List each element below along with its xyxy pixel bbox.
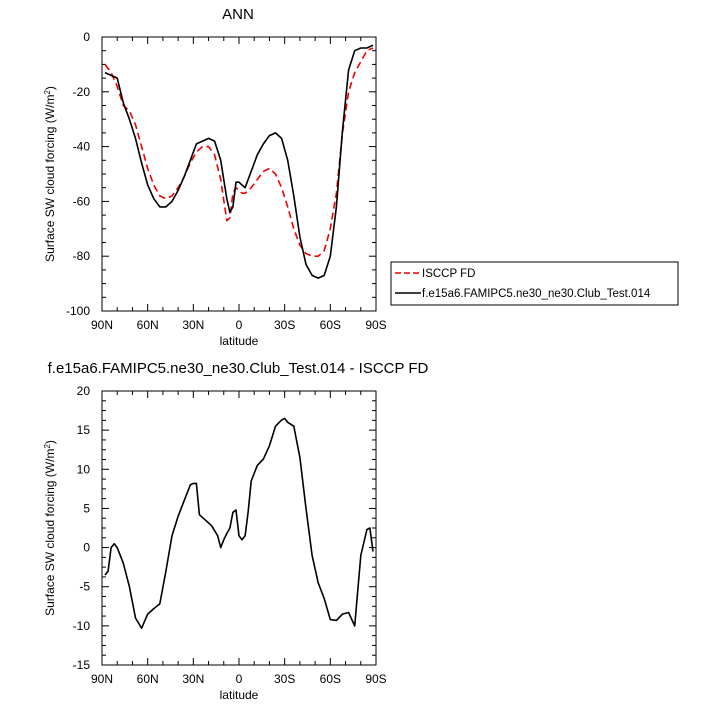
x-tick-label: 60S [320, 318, 341, 332]
y-tick-label: 10 [77, 462, 91, 476]
x-axis-label: latitude [220, 334, 259, 348]
x-tick-label: 90N [91, 318, 113, 332]
series-line-model [104, 417, 374, 630]
x-tick-label: 60N [137, 672, 159, 686]
y-tick-label: -100 [66, 304, 90, 318]
x-tick-label: 30N [182, 672, 204, 686]
y-tick-label: -15 [73, 658, 91, 672]
y-tick-label: -10 [73, 619, 91, 633]
x-axis-label: latitude [220, 688, 259, 702]
y-axis-label: Surface SW cloud forcing (W/m2) [43, 440, 58, 616]
chart-title: ANN [222, 6, 254, 23]
x-tick-label: 30S [274, 672, 295, 686]
y-axis-label-text: Surface SW cloud forcing (W/m [43, 95, 57, 262]
y-tick-label: -80 [73, 249, 91, 263]
y-tick-label: 5 [83, 501, 90, 515]
plot-frame [101, 36, 377, 312]
y-tick-label: 0 [83, 541, 90, 555]
y-tick-label: -60 [73, 194, 91, 208]
y-axis-label-superscript: 2 [43, 90, 52, 95]
legend: ISCCP FD f.e15a6.FAMIPC5.ne30_ne30.Club_T… [390, 261, 679, 306]
y-axis-label: Surface SW cloud forcing (W/m2) [43, 86, 58, 262]
y-tick-label: 20 [77, 384, 91, 398]
legend-label: ISCCP FD [422, 268, 475, 280]
x-tick-label: 90N [91, 672, 113, 686]
plot-area: 90N 60N 30N 0 30S 60S 90S 20 15 10 5 0 -5 -10 -15 latit… [43, 384, 387, 702]
y-tick-label: -40 [73, 140, 91, 154]
x-tick-label: 0 [236, 318, 243, 332]
series-line-isccp [104, 47, 374, 258]
x-tick-label: 30S [274, 318, 295, 332]
x-tick-label: 90S [365, 672, 386, 686]
chart-panel-ann: ANN 90N 60N 30N 0 30S 60S 90S 0 -20 -40 -60 -80 -100… [43, 6, 387, 348]
chart-panel-difference: f.e15a6.FAMIPC5.ne30_ne30.Club_Test.014 … [43, 360, 429, 702]
plot-area: 90N 60N 30N 0 30S 60S 90S 0 -20 -40 -60 -80 -100 lati… [43, 30, 387, 348]
y-tick-label: -5 [79, 580, 90, 594]
legend-label: f.e15a6.FAMIPC5.ne30_ne30.Club_Test.014 [422, 288, 651, 300]
y-axis-label-end: ) [43, 86, 57, 90]
x-tick-label: 60N [137, 318, 159, 332]
x-tick-label: 90S [365, 318, 386, 332]
y-tick-label: -20 [73, 85, 91, 99]
series-line-model [104, 44, 374, 279]
y-axis-label-end: ) [43, 440, 57, 444]
x-tick-label: 60S [320, 672, 341, 686]
legend-box [390, 261, 679, 306]
chart-title: f.e15a6.FAMIPC5.ne30_ne30.Club_Test.014 … [48, 360, 429, 377]
y-tick-label: 0 [83, 30, 90, 44]
y-tick-label: 15 [77, 423, 91, 437]
x-tick-label: 0 [236, 672, 243, 686]
y-axis-label-text: Surface SW cloud forcing (W/m [43, 449, 57, 616]
x-tick-label: 30N [182, 318, 204, 332]
y-axis-label-superscript: 2 [43, 444, 52, 449]
